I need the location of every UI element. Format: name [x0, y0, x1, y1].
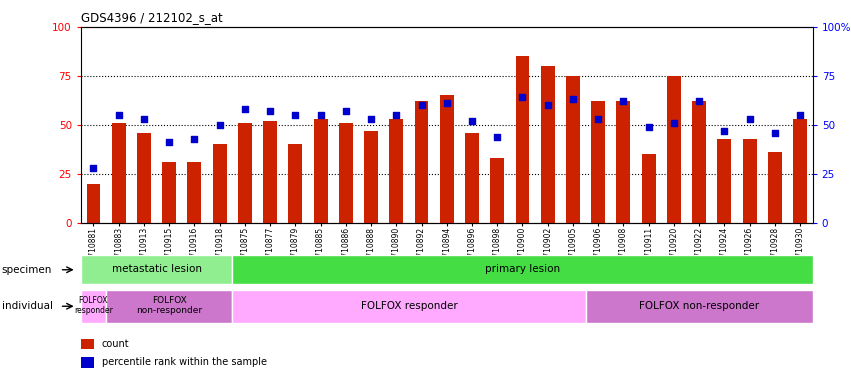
Bar [566, 76, 580, 223]
Bar [339, 123, 353, 223]
Bar [440, 95, 454, 223]
Bar [81, 339, 94, 349]
Point [591, 116, 605, 122]
Point [440, 100, 454, 106]
Bar [616, 101, 631, 223]
Point [642, 124, 655, 130]
Bar [87, 184, 100, 223]
Point [137, 116, 151, 122]
Point [793, 112, 807, 118]
Point [617, 98, 631, 104]
Bar [81, 255, 232, 285]
Point [541, 102, 555, 108]
Point [288, 112, 302, 118]
Point [516, 94, 529, 101]
Bar [163, 162, 176, 223]
Bar [81, 290, 106, 323]
Bar [232, 290, 585, 323]
Bar [390, 119, 403, 223]
Point [490, 134, 504, 140]
Text: individual: individual [2, 301, 53, 311]
Bar [414, 101, 428, 223]
Bar [187, 162, 202, 223]
Bar [516, 56, 529, 223]
Point [414, 102, 428, 108]
Point [111, 112, 125, 118]
Bar [465, 132, 479, 223]
Point [743, 116, 757, 122]
Point [465, 118, 479, 124]
Text: GDS4396 / 212102_s_at: GDS4396 / 212102_s_at [81, 12, 223, 25]
Point [693, 98, 706, 104]
Text: FOLFOX non-responder: FOLFOX non-responder [639, 301, 759, 311]
Bar [768, 152, 782, 223]
Text: percentile rank within the sample: percentile rank within the sample [102, 358, 267, 367]
Bar [364, 131, 378, 223]
Bar [540, 66, 555, 223]
Point [364, 116, 378, 122]
Text: primary lesion: primary lesion [485, 264, 560, 274]
Point [667, 120, 681, 126]
Bar [591, 101, 605, 223]
Point [163, 139, 176, 146]
Point [566, 96, 580, 103]
Point [339, 108, 352, 114]
Bar [717, 139, 731, 223]
Text: count: count [102, 339, 129, 349]
Text: FOLFOX responder: FOLFOX responder [361, 301, 457, 311]
Point [390, 112, 403, 118]
Point [87, 165, 100, 171]
Bar [137, 132, 151, 223]
Bar [692, 101, 706, 223]
Text: metastatic lesion: metastatic lesion [111, 264, 202, 274]
Bar [793, 119, 807, 223]
Point [187, 136, 201, 142]
Text: FOLFOX
non-responder: FOLFOX non-responder [136, 296, 203, 315]
Bar [263, 121, 277, 223]
Text: specimen: specimen [2, 265, 52, 275]
Bar [743, 139, 757, 223]
Point [263, 108, 277, 114]
Point [314, 112, 328, 118]
Bar [238, 123, 252, 223]
Bar [490, 158, 504, 223]
Bar [106, 290, 232, 323]
Point [238, 106, 252, 112]
Point [768, 129, 782, 136]
Bar [642, 154, 655, 223]
Bar [314, 119, 328, 223]
Point [213, 122, 226, 128]
Bar [213, 144, 226, 223]
Text: FOLFOX
responder: FOLFOX responder [74, 296, 113, 315]
Bar [585, 290, 813, 323]
Bar [111, 123, 126, 223]
Bar [667, 76, 681, 223]
Bar [232, 255, 813, 285]
Bar [81, 357, 94, 368]
Bar [288, 144, 302, 223]
Point [717, 127, 731, 134]
